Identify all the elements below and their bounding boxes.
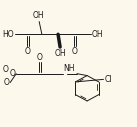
Text: O: O	[25, 47, 31, 56]
Text: O: O	[4, 78, 9, 87]
Text: O: O	[3, 65, 9, 74]
Text: OH: OH	[33, 11, 44, 20]
Text: NH: NH	[63, 64, 75, 73]
Text: OH: OH	[55, 49, 66, 58]
Text: Cl: Cl	[104, 75, 112, 84]
Text: O: O	[10, 69, 16, 78]
Text: O: O	[72, 47, 77, 56]
Text: HO: HO	[3, 30, 14, 39]
Text: OH: OH	[92, 30, 103, 39]
Text: O: O	[36, 53, 42, 62]
